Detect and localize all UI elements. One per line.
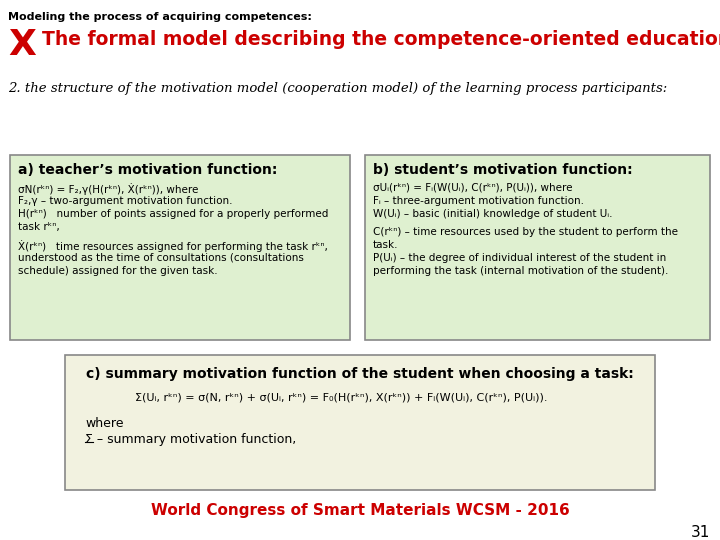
Text: where: where bbox=[85, 417, 124, 430]
Text: H(rᵏⁿ)   number of points assigned for a properly performed: H(rᵏⁿ) number of points assigned for a p… bbox=[18, 209, 328, 219]
Text: performing the task (internal motivation of the student).: performing the task (internal motivation… bbox=[373, 266, 668, 276]
Text: World Congress of Smart Materials WCSM - 2016: World Congress of Smart Materials WCSM -… bbox=[150, 503, 570, 518]
Text: b) student’s motivation function:: b) student’s motivation function: bbox=[373, 163, 633, 177]
FancyBboxPatch shape bbox=[365, 155, 710, 340]
Text: W(Uᵢ) – basic (initial) knowledge of student Uᵢ.: W(Uᵢ) – basic (initial) knowledge of stu… bbox=[373, 209, 613, 219]
Text: Fᵢ – three-argument motivation function.: Fᵢ – three-argument motivation function. bbox=[373, 196, 584, 206]
Text: P(Uᵢ) – the degree of individual interest of the student in: P(Uᵢ) – the degree of individual interes… bbox=[373, 253, 666, 263]
Text: X: X bbox=[8, 28, 36, 62]
Text: Σ – summary motivation function,: Σ – summary motivation function, bbox=[85, 433, 296, 446]
Text: understood as the time of consultations (consultations: understood as the time of consultations … bbox=[18, 253, 304, 263]
FancyBboxPatch shape bbox=[65, 355, 655, 490]
Text: Ẋ(rᵏⁿ)   time resources assigned for performing the task rᵏⁿ,: Ẋ(rᵏⁿ) time resources assigned for perfo… bbox=[18, 240, 328, 252]
Text: σUᵢ(rᵏⁿ) = Fᵢ(W(Uᵢ), C(rᵏⁿ), P(Uᵢ)), where: σUᵢ(rᵏⁿ) = Fᵢ(W(Uᵢ), C(rᵏⁿ), P(Uᵢ)), whe… bbox=[373, 183, 572, 193]
Text: F₂,γ – two-argument motivation function.: F₂,γ – two-argument motivation function. bbox=[18, 196, 233, 206]
Text: schedule) assigned for the given task.: schedule) assigned for the given task. bbox=[18, 266, 217, 276]
Text: Modeling the process of acquiring competences:: Modeling the process of acquiring compet… bbox=[8, 12, 312, 22]
Text: task.: task. bbox=[373, 240, 398, 250]
Text: 2. the structure of the motivation model (cooperation model) of the learning pro: 2. the structure of the motivation model… bbox=[8, 82, 667, 95]
FancyBboxPatch shape bbox=[10, 155, 350, 340]
Text: C(rᵏⁿ) – time resources used by the student to perform the: C(rᵏⁿ) – time resources used by the stud… bbox=[373, 227, 678, 237]
Text: c) summary motivation function of the student when choosing a task:: c) summary motivation function of the st… bbox=[86, 367, 634, 381]
Text: σN(rᵏⁿ) = F₂,γ(H(rᵏⁿ), Ẋ(rᵏⁿ)), where: σN(rᵏⁿ) = F₂,γ(H(rᵏⁿ), Ẋ(rᵏⁿ)), where bbox=[18, 183, 199, 195]
Text: 31: 31 bbox=[690, 525, 710, 540]
Text: Σ(Uᵢ, rᵏⁿ) = σ(N, rᵏⁿ) + σ(Uᵢ, rᵏⁿ) = F₀(H(rᵏⁿ), X(rᵏⁿ)) + Fᵢ(W(Uᵢ), C(rᵏⁿ), P(U: Σ(Uᵢ, rᵏⁿ) = σ(N, rᵏⁿ) + σ(Uᵢ, rᵏⁿ) = F₀… bbox=[135, 393, 547, 403]
Text: The formal model describing the competence-oriented education process (2): The formal model describing the competen… bbox=[42, 30, 720, 49]
Text: a) teacher’s motivation function:: a) teacher’s motivation function: bbox=[18, 163, 277, 177]
Text: task rᵏⁿ,: task rᵏⁿ, bbox=[18, 222, 60, 232]
